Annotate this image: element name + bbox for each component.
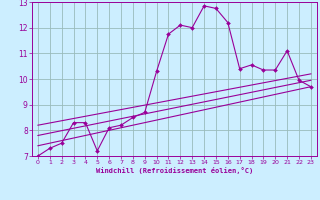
X-axis label: Windchill (Refroidissement éolien,°C): Windchill (Refroidissement éolien,°C) [96,167,253,174]
